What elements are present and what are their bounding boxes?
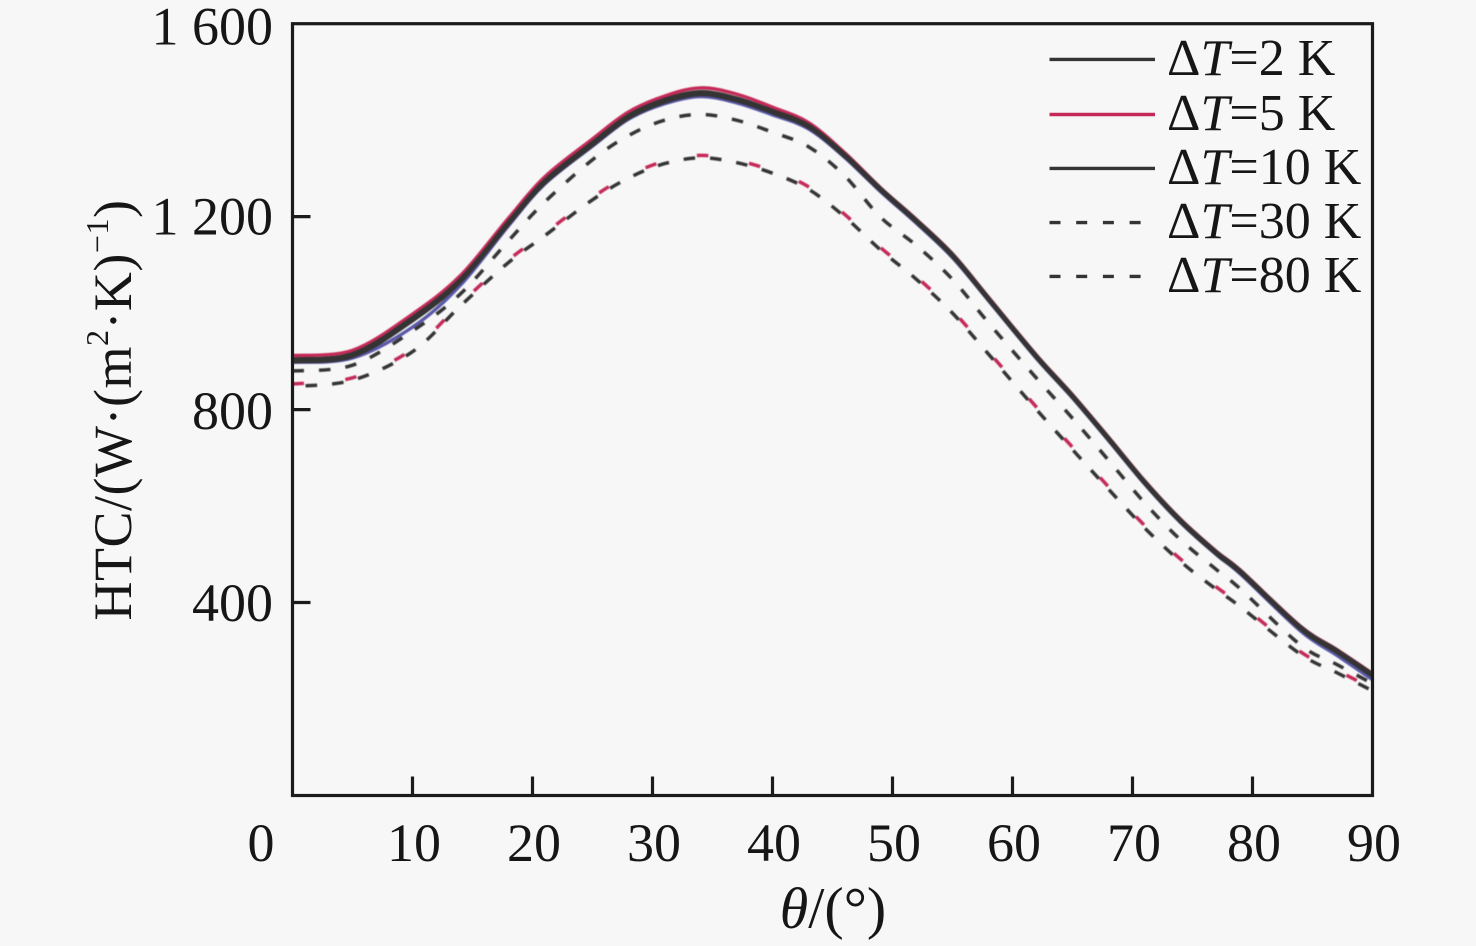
svg-text:50: 50: [867, 813, 921, 873]
svg-text:30: 30: [627, 813, 681, 873]
svg-text:90: 90: [1347, 813, 1401, 873]
svg-text:ΔT=30 K: ΔT=30 K: [1167, 193, 1362, 250]
svg-text:800: 800: [192, 381, 273, 441]
svg-text:ΔT=10 K: ΔT=10 K: [1167, 139, 1362, 196]
svg-text:ΔT=80 K: ΔT=80 K: [1167, 247, 1362, 304]
svg-text:60: 60: [987, 813, 1041, 873]
svg-text:20: 20: [507, 813, 561, 873]
svg-text:80: 80: [1227, 813, 1281, 873]
svg-text:0: 0: [248, 813, 275, 873]
svg-text:70: 70: [1107, 813, 1161, 873]
svg-text:ΔT=5 K: ΔT=5 K: [1167, 85, 1336, 142]
svg-text:40: 40: [747, 813, 801, 873]
svg-text:HTC/(W·(m2·K)−1): HTC/(W·(m2·K)−1): [79, 200, 143, 621]
svg-text:10: 10: [387, 813, 441, 873]
svg-text:400: 400: [192, 573, 273, 633]
svg-text:θ/(°): θ/(°): [780, 876, 886, 941]
svg-text:1 200: 1 200: [152, 187, 274, 247]
svg-text:1 600: 1 600: [152, 0, 274, 57]
svg-text:ΔT=2 K: ΔT=2 K: [1167, 30, 1336, 87]
